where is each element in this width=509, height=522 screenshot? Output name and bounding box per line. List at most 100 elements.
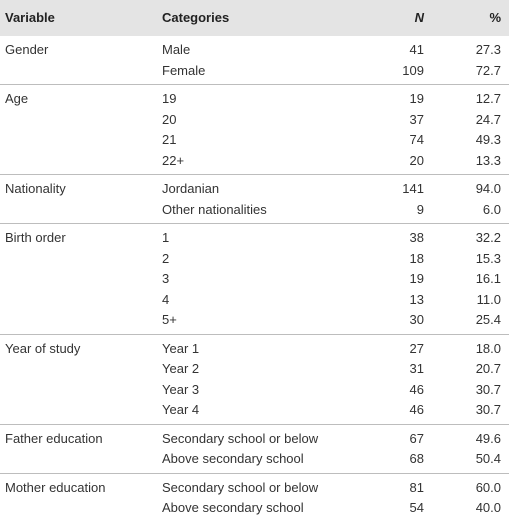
table-row: Female 109 72.7 <box>0 60 509 85</box>
empty-cell <box>0 150 162 175</box>
category: 3 <box>162 271 170 286</box>
category: 2 <box>162 250 170 266</box>
category: Other nationalities <box>162 199 357 224</box>
category: 21 <box>162 132 177 147</box>
percent: 13.3 <box>424 150 509 175</box>
percent: 30.7 <box>475 381 501 397</box>
empty-cell <box>0 359 162 380</box>
percent: 18.0 <box>475 340 501 356</box>
table-row: Nationality Jordanian 141 94.0 <box>0 175 509 200</box>
table-row: 2 18 15.3 <box>0 249 509 270</box>
count: 68 <box>357 449 424 474</box>
empty-cell <box>0 310 162 335</box>
category: Jordanian <box>162 181 220 196</box>
table-row: Above secondary school 68 50.4 <box>0 449 509 474</box>
table-body: Gender Male 4 1 27.3 Female 109 72.7 Age 19 19 12.7… <box>0 36 509 522</box>
percent: 24.7 <box>475 111 501 127</box>
count: 9 <box>357 199 424 224</box>
column-header: N <box>357 0 424 36</box>
count: 46 <box>357 400 424 425</box>
percent: 49.3 <box>475 132 501 147</box>
category: Year 4 <box>162 400 357 425</box>
empty-cell <box>0 380 162 401</box>
percent: 20.7 <box>475 361 501 376</box>
column-header: % <box>424 0 509 36</box>
variable: Mother education <box>5 479 106 495</box>
column-header: Variable <box>0 0 162 36</box>
percent: 27.3 <box>475 42 501 57</box>
percent: 32.2 <box>475 230 501 245</box>
category: Above secondary school <box>162 449 357 474</box>
variable: Age <box>5 91 29 106</box>
percent: 16.1 <box>475 271 501 286</box>
table-row: 5+ 30 25.4 <box>0 310 509 335</box>
empty-cell <box>0 199 162 224</box>
empty-cell <box>0 110 162 131</box>
count: 37 <box>409 111 424 127</box>
percent: 6.0 <box>424 199 509 224</box>
count: 67 <box>409 430 424 446</box>
table-row: 3 19 16.1 <box>0 269 509 290</box>
empty-cell <box>0 400 162 425</box>
table-row: 22+ 20 13.3 <box>0 150 509 175</box>
category: 5+ <box>162 310 357 335</box>
count: 27 <box>409 340 424 356</box>
empty-cell <box>0 269 162 290</box>
empty-cell <box>0 249 162 270</box>
column-header: Categories <box>162 0 357 36</box>
table-row: Age 19 19 12.7 <box>0 85 509 110</box>
percent: 50.4 <box>424 449 509 474</box>
table-row: 20 37 24.7 <box>0 110 509 131</box>
percent: 94.0 <box>475 181 501 196</box>
table-header: Variable Categories N% <box>0 0 509 36</box>
table-row: Mother education Secondary school or belo… <box>0 473 509 498</box>
variable: Gender <box>5 42 49 57</box>
category: Year 3 <box>162 381 200 397</box>
empty-cell <box>0 449 162 474</box>
variable: Birth order <box>5 230 66 245</box>
count: 19 <box>409 91 424 106</box>
count: 20 <box>357 150 424 175</box>
percent: 12.7 <box>475 91 501 106</box>
percent: 30.7 <box>424 400 509 425</box>
table-row: Year 4 46 30.7 <box>0 400 509 425</box>
table-row: Year 2 31 20.7 <box>0 359 509 380</box>
variable: Year of study <box>5 340 81 356</box>
category: 19 <box>162 91 177 106</box>
count: 74 <box>409 132 424 147</box>
count: 81 <box>409 479 424 495</box>
category: Secondary school or below <box>162 430 319 446</box>
empty-cell <box>0 130 162 151</box>
count: 19 <box>409 271 424 286</box>
variable: Nationality <box>5 181 66 196</box>
category: Female <box>162 60 357 85</box>
table-row: Year of study Year 1 27 18.0 <box>0 334 509 359</box>
category: Secondary school or below <box>162 479 319 495</box>
category: 4 <box>162 291 170 307</box>
table-row: Birth order 1 38 32.2 <box>0 224 509 249</box>
percent: 15.3 <box>475 250 501 266</box>
category: Male <box>162 42 191 57</box>
table-row: Father education Secondary school or belo… <box>0 424 509 449</box>
count: 18 <box>409 250 424 266</box>
percent: 11.0 <box>476 291 501 307</box>
percent: 49.6 <box>475 430 501 446</box>
empty-cell <box>0 60 162 85</box>
table-row: Gender Male 41 27.3 <box>0 36 509 61</box>
variable: Father education <box>5 430 103 446</box>
percent: 60.0 <box>475 479 501 495</box>
header-row: Variable Categories N% <box>0 0 509 36</box>
category: 22+ <box>162 150 357 175</box>
category: 20 <box>162 111 177 127</box>
table-row: Other nationalities 9 6.0 <box>0 199 509 224</box>
category: 1 <box>162 230 170 245</box>
table-row: Year 3 46 30.7 <box>0 380 509 401</box>
count: 13 <box>409 291 424 307</box>
count: 31 <box>409 361 424 376</box>
count: 46 <box>409 381 424 397</box>
category: Year 2 <box>162 361 200 376</box>
count: 141 <box>402 181 424 196</box>
percent: 25.4 <box>424 310 509 335</box>
